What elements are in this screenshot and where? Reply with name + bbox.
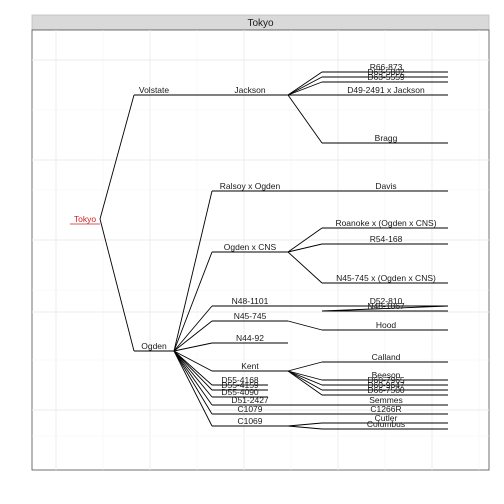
node-label-calland: Calland [372,352,401,362]
node-label-semmes: Semmes [369,395,403,405]
edge-ogden-n45-745 [173,320,213,352]
edge-ogden-d55-4159 [173,350,213,391]
node-label-d52-810: D52-810 [370,296,403,306]
node-label-kent: Kent [241,361,259,371]
edge-kent-calland [287,361,323,372]
node-label-d49-2491-x-jackson: D49-2491 x Jackson [347,85,425,95]
node-label-ogden: Ogden [141,341,167,351]
node-label-bragg: Bragg [375,133,398,143]
node-label-d55-4168: D55-4168 [221,375,259,385]
edge-ogden-c1069 [173,350,213,427]
node-label-ogden-x-cns: Ogden x CNS [224,242,277,252]
node-label-davis: Davis [375,181,396,191]
node-label-ralsoy-x-ogden: Ralsoy x Ogden [220,181,281,191]
edge-c1069-cutler [287,422,323,427]
node-label-n48-1101: N48-1101 [232,296,269,306]
edge-jackson-d63-5559 [287,81,323,96]
node-label-roanoke-x-ogden-x-cns: Roanoke x (Ogden x CNS) [335,218,436,228]
edge-tokyo-volstate [99,94,135,220]
edge-kent-d60-9647 [287,370,323,391]
node-label-d60-9647: D60-9647 [367,380,405,390]
edge-ogden-d55-4090 [173,350,213,398]
node-label-n45-745-x-ogden-x-cns: N45-745 x (Ogden x CNS) [336,273,436,283]
edge-kent-d66-7500 [287,370,323,396]
node-label-volstate: Volstate [139,85,170,95]
node-label-d63-5559: D63-5559 [367,72,405,82]
node-label-d55-4159: D55-4159 [221,380,259,390]
edge-jackson-d63-5802 [287,76,323,96]
node-label-jackson: Jackson [234,85,265,95]
node-label-columbus: Columbus [367,419,405,429]
edge-ogden-x-cns-r54-168 [287,243,323,253]
node-label-tokyo: Tokyo [74,214,96,224]
node-label-d66-7500: D66-7500 [367,385,405,395]
node-label-d51-2427: D51-2427 [231,395,269,405]
edge-jackson-r66-873 [287,71,323,96]
edge-ogden-n44-92 [173,342,213,352]
node-label-d60-7965: D60-7965 [367,375,405,385]
edge-ogden-d51-2427 [173,350,213,406]
node-label-n45-745: N45-745 [234,311,267,321]
edge-ogden-ralsoy-x-ogden [173,190,213,352]
node-label-n44-92: N44-92 [236,333,264,343]
node-label-n48-1867: N48-1867 [367,301,405,311]
node-label-cutler: Cutler [375,413,398,423]
edge-ogden-c1079 [173,350,213,415]
facet-strip-title: Tokyo [247,18,274,29]
edge-ogden-n48-1101 [173,305,213,352]
edge-n45-745-hood [287,320,323,331]
node-label-c1266r: C1266R [370,404,401,414]
edge-jackson-bragg [287,94,323,144]
edge-ogden-kent [173,350,213,372]
node-label-beeson: Beeson [372,370,401,380]
edge-ogden-x-cns-n45-745-x-ogden-x-cns [287,251,323,284]
node-label-c1079: C1079 [237,404,262,414]
node-label-hood: Hood [376,320,397,330]
edge-n48-1101-n48-1867 [321,305,449,312]
edge-ogden-d55-4168 [173,350,213,386]
tree-labels: Tokyo Volstate Jackson R66-873D63-5802D63-5… [74,62,437,429]
node-label-c1069: C1069 [237,416,262,426]
edge-tokyo-ogden [99,218,135,352]
tree-edges [70,71,449,430]
node-label-d55-4090: D55-4090 [221,387,259,397]
node-label-r54-168: R54-168 [370,234,403,244]
edge-kent-beeson [287,370,323,381]
edge-ogden-ogden-x-cns [173,251,213,352]
node-label-d63-5802: D63-5802 [367,67,405,77]
edge-ogden-x-cns-roanoke-x-ogden-x-cns [287,227,323,253]
node-label-r66-873: R66-873 [370,62,403,72]
edge-c1069-columbus [287,425,323,430]
edge-kent-d60-7965 [287,370,323,386]
